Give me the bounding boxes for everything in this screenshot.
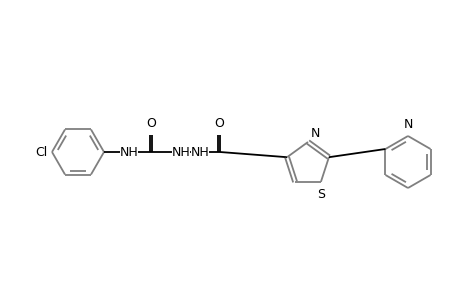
Text: NH: NH bbox=[190, 146, 209, 158]
Text: Cl: Cl bbox=[36, 146, 48, 158]
Text: N: N bbox=[310, 127, 319, 140]
Text: O: O bbox=[213, 117, 224, 130]
Text: N: N bbox=[403, 118, 412, 131]
Text: NH: NH bbox=[119, 146, 138, 158]
Text: S: S bbox=[316, 188, 324, 201]
Text: O: O bbox=[146, 117, 156, 130]
Text: NH: NH bbox=[171, 146, 190, 158]
